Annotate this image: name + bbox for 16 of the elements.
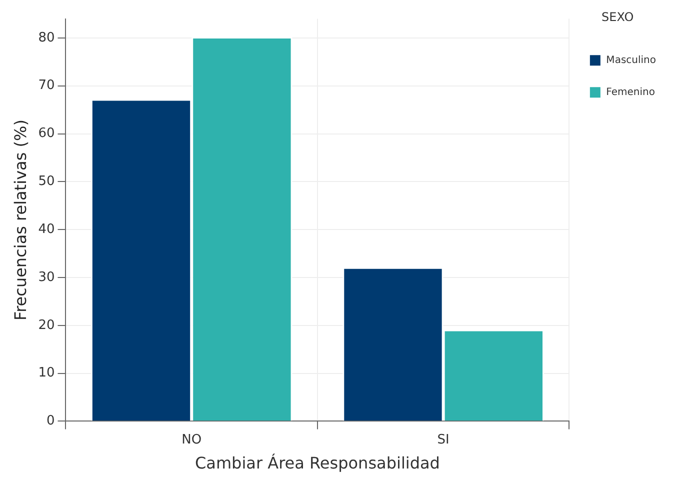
y-tick-label: 30 bbox=[38, 270, 55, 285]
x-axis-title: Cambiar Área Responsabilidad bbox=[194, 454, 440, 473]
y-tick-label: 50 bbox=[38, 174, 55, 190]
legend-label: Femenino bbox=[606, 86, 656, 98]
y-tick-label: 60 bbox=[38, 126, 55, 142]
y-tick-label: 0 bbox=[46, 414, 55, 429]
x-tick-label: NO bbox=[182, 432, 202, 448]
y-tick-label: 10 bbox=[38, 366, 55, 381]
y-tick-label: 80 bbox=[38, 30, 55, 46]
y-tick-label: 20 bbox=[38, 318, 55, 333]
y-tick-label: 40 bbox=[38, 222, 55, 237]
y-axis-title: Frecuencias relativas (%) bbox=[10, 120, 30, 320]
legend-label: Masculino bbox=[606, 54, 656, 66]
x-tick-label: SI bbox=[437, 432, 450, 448]
legend-title: SEXO bbox=[602, 10, 634, 24]
y-tick-label: 70 bbox=[38, 78, 55, 94]
